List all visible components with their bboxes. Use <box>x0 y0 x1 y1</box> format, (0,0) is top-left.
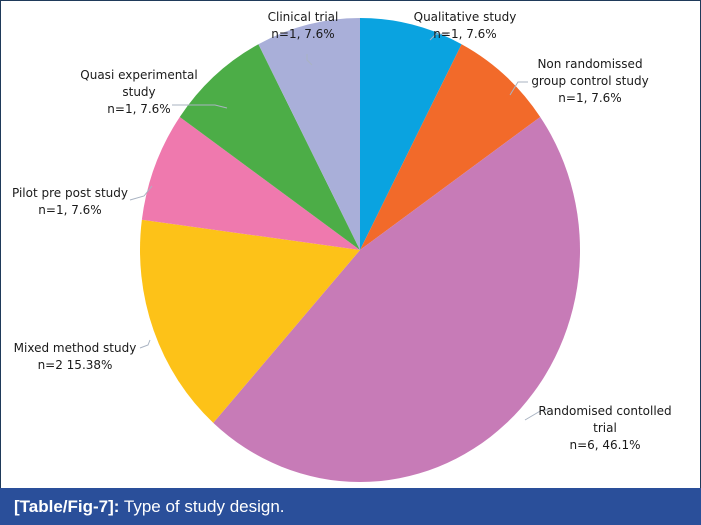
leader-line-pilot <box>129 185 153 201</box>
data-label-line: trial <box>593 421 617 435</box>
data-label-line: n=1, 7.6% <box>38 203 101 217</box>
data-label-line: Randomised contolled <box>538 404 671 418</box>
data-label-quasi: Quasi experimental study n=1, 7.6% <box>80 68 197 116</box>
data-label-line: Qualitative study <box>414 10 517 24</box>
data-label-line: n=1, 7.6% <box>271 27 334 41</box>
data-label-rct: Randomised contolled trial n=6, 46.1% <box>538 404 671 452</box>
leader-line-clinical <box>306 54 313 66</box>
figure-caption: [Table/Fig-7]: Type of study design. <box>0 488 701 525</box>
data-label-line: group control study <box>531 74 648 88</box>
pie-slice-non-randomissed-group-control-study <box>360 44 541 251</box>
leader-line-nonrandom <box>509 81 528 96</box>
leader-line-rct <box>524 409 548 421</box>
data-label-line: Pilot pre post study <box>12 186 128 200</box>
data-label-line: Quasi experimental <box>80 68 197 82</box>
caption-prefix: [Table/Fig-7]: <box>14 497 120 516</box>
data-label-line: Clinical trial <box>268 10 339 24</box>
pie-chart: Qualitative study n=1, 7.6%Non randomisse… <box>12 10 672 482</box>
leader-line-qualitative <box>429 33 448 41</box>
data-label-line: Mixed method study <box>14 341 137 355</box>
pie-slice-quasi-experimental-study <box>179 44 360 251</box>
data-label-line: n=2 15.38% <box>38 358 113 372</box>
data-label-line: Non randomissed <box>537 57 642 71</box>
pie-slice-qualitative-study <box>360 18 462 250</box>
data-label-clinical: Clinical trial n=1, 7.6% <box>268 10 339 41</box>
data-label-mixed: Mixed method study n=2 15.38% <box>14 341 137 372</box>
data-label-line: n=1, 7.6% <box>107 102 170 116</box>
data-label-pilot: Pilot pre post study n=1, 7.6% <box>12 186 128 217</box>
data-label-line: n=6, 46.1% <box>569 438 640 452</box>
leader-line-quasi <box>172 104 228 109</box>
leader-line-mixed <box>139 339 151 349</box>
pie-slice-clinical-trial <box>258 18 360 250</box>
data-label-line: n=1, 7.6% <box>433 27 496 41</box>
pie-slice-mixed-method-study <box>139 219 360 423</box>
data-label-line: n=1, 7.6% <box>558 91 621 105</box>
data-label-nonrandom: Non randomissed group control study n=1, 7… <box>531 57 648 105</box>
caption-text: Type of study design. <box>123 497 285 516</box>
pie-slice-randomised-contolled-trial <box>213 116 580 482</box>
data-label-line: study <box>122 85 155 99</box>
data-label-qualitative: Qualitative study n=1, 7.6% <box>414 10 517 41</box>
pie-slice-pilot-pre-post-study <box>141 116 360 250</box>
